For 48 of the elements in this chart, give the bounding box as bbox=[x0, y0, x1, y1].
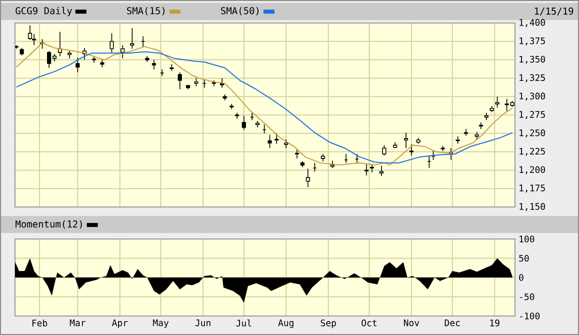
x-tick-label: Sep bbox=[320, 320, 336, 328]
y-tick-label: 1,275 bbox=[520, 111, 545, 119]
candlestick bbox=[152, 59, 156, 70]
y-tick-label: 1,350 bbox=[520, 56, 546, 64]
candlestick bbox=[120, 44, 125, 59]
y-tick-label: 1,325 bbox=[520, 74, 545, 82]
y-tick-label: 1,400 bbox=[520, 19, 546, 27]
candlestick bbox=[379, 165, 384, 176]
legend-label: SMA(15) bbox=[127, 6, 164, 16]
x-tick-label: Oct bbox=[362, 320, 376, 326]
y-tick-label: 1,175 bbox=[520, 184, 545, 193]
candlestick bbox=[404, 132, 408, 149]
candlestick bbox=[67, 50, 72, 59]
candlestick bbox=[364, 164, 369, 176]
x-tick-label: 19 bbox=[490, 320, 500, 326]
y-tick-label: 1,300 bbox=[520, 92, 546, 101]
x-tick-label: Nov bbox=[404, 320, 420, 326]
x-tick-label: Jun bbox=[195, 320, 210, 326]
legend-label: GCG9 Daily bbox=[16, 6, 72, 16]
y-tick-label: 1,225 bbox=[520, 148, 545, 156]
legend-label: SMA(50) bbox=[221, 6, 258, 16]
x-tick-label: Apr bbox=[112, 320, 128, 328]
x-tick-label: Dec bbox=[444, 320, 460, 326]
x-tick-label: May bbox=[153, 320, 169, 328]
y-tick-label: 100 bbox=[520, 236, 534, 242]
y-tick-label: 1,375 bbox=[520, 37, 545, 46]
y-tick-label: 50 bbox=[519, 254, 529, 262]
y-tick-label: 1,250 bbox=[520, 129, 546, 138]
text: 1/15/19 bbox=[534, 8, 574, 16]
candlestick bbox=[370, 164, 374, 173]
x-tick-label: Feb bbox=[32, 320, 48, 326]
candlestick bbox=[32, 34, 36, 46]
candlestick bbox=[474, 132, 479, 140]
candlestick bbox=[484, 112, 488, 121]
candlestick bbox=[320, 154, 325, 162]
candlestick bbox=[294, 149, 300, 159]
y-tick-label: 1,150 bbox=[520, 203, 546, 211]
candlestick bbox=[306, 168, 310, 188]
y-tick-label: -50 bbox=[520, 293, 534, 300]
y-tick-label: -100 bbox=[520, 312, 540, 320]
y-tick-label: 0 bbox=[519, 274, 524, 281]
legend-label: Momentum(12) bbox=[16, 220, 82, 229]
x-tick-label: Aug bbox=[278, 320, 294, 328]
candlestick bbox=[478, 122, 483, 130]
x-tick-label: Mar bbox=[70, 320, 86, 326]
candlestick bbox=[409, 144, 414, 156]
y-tick-label: 1,200 bbox=[520, 166, 546, 174]
x-tick-label: Jul bbox=[236, 320, 252, 327]
